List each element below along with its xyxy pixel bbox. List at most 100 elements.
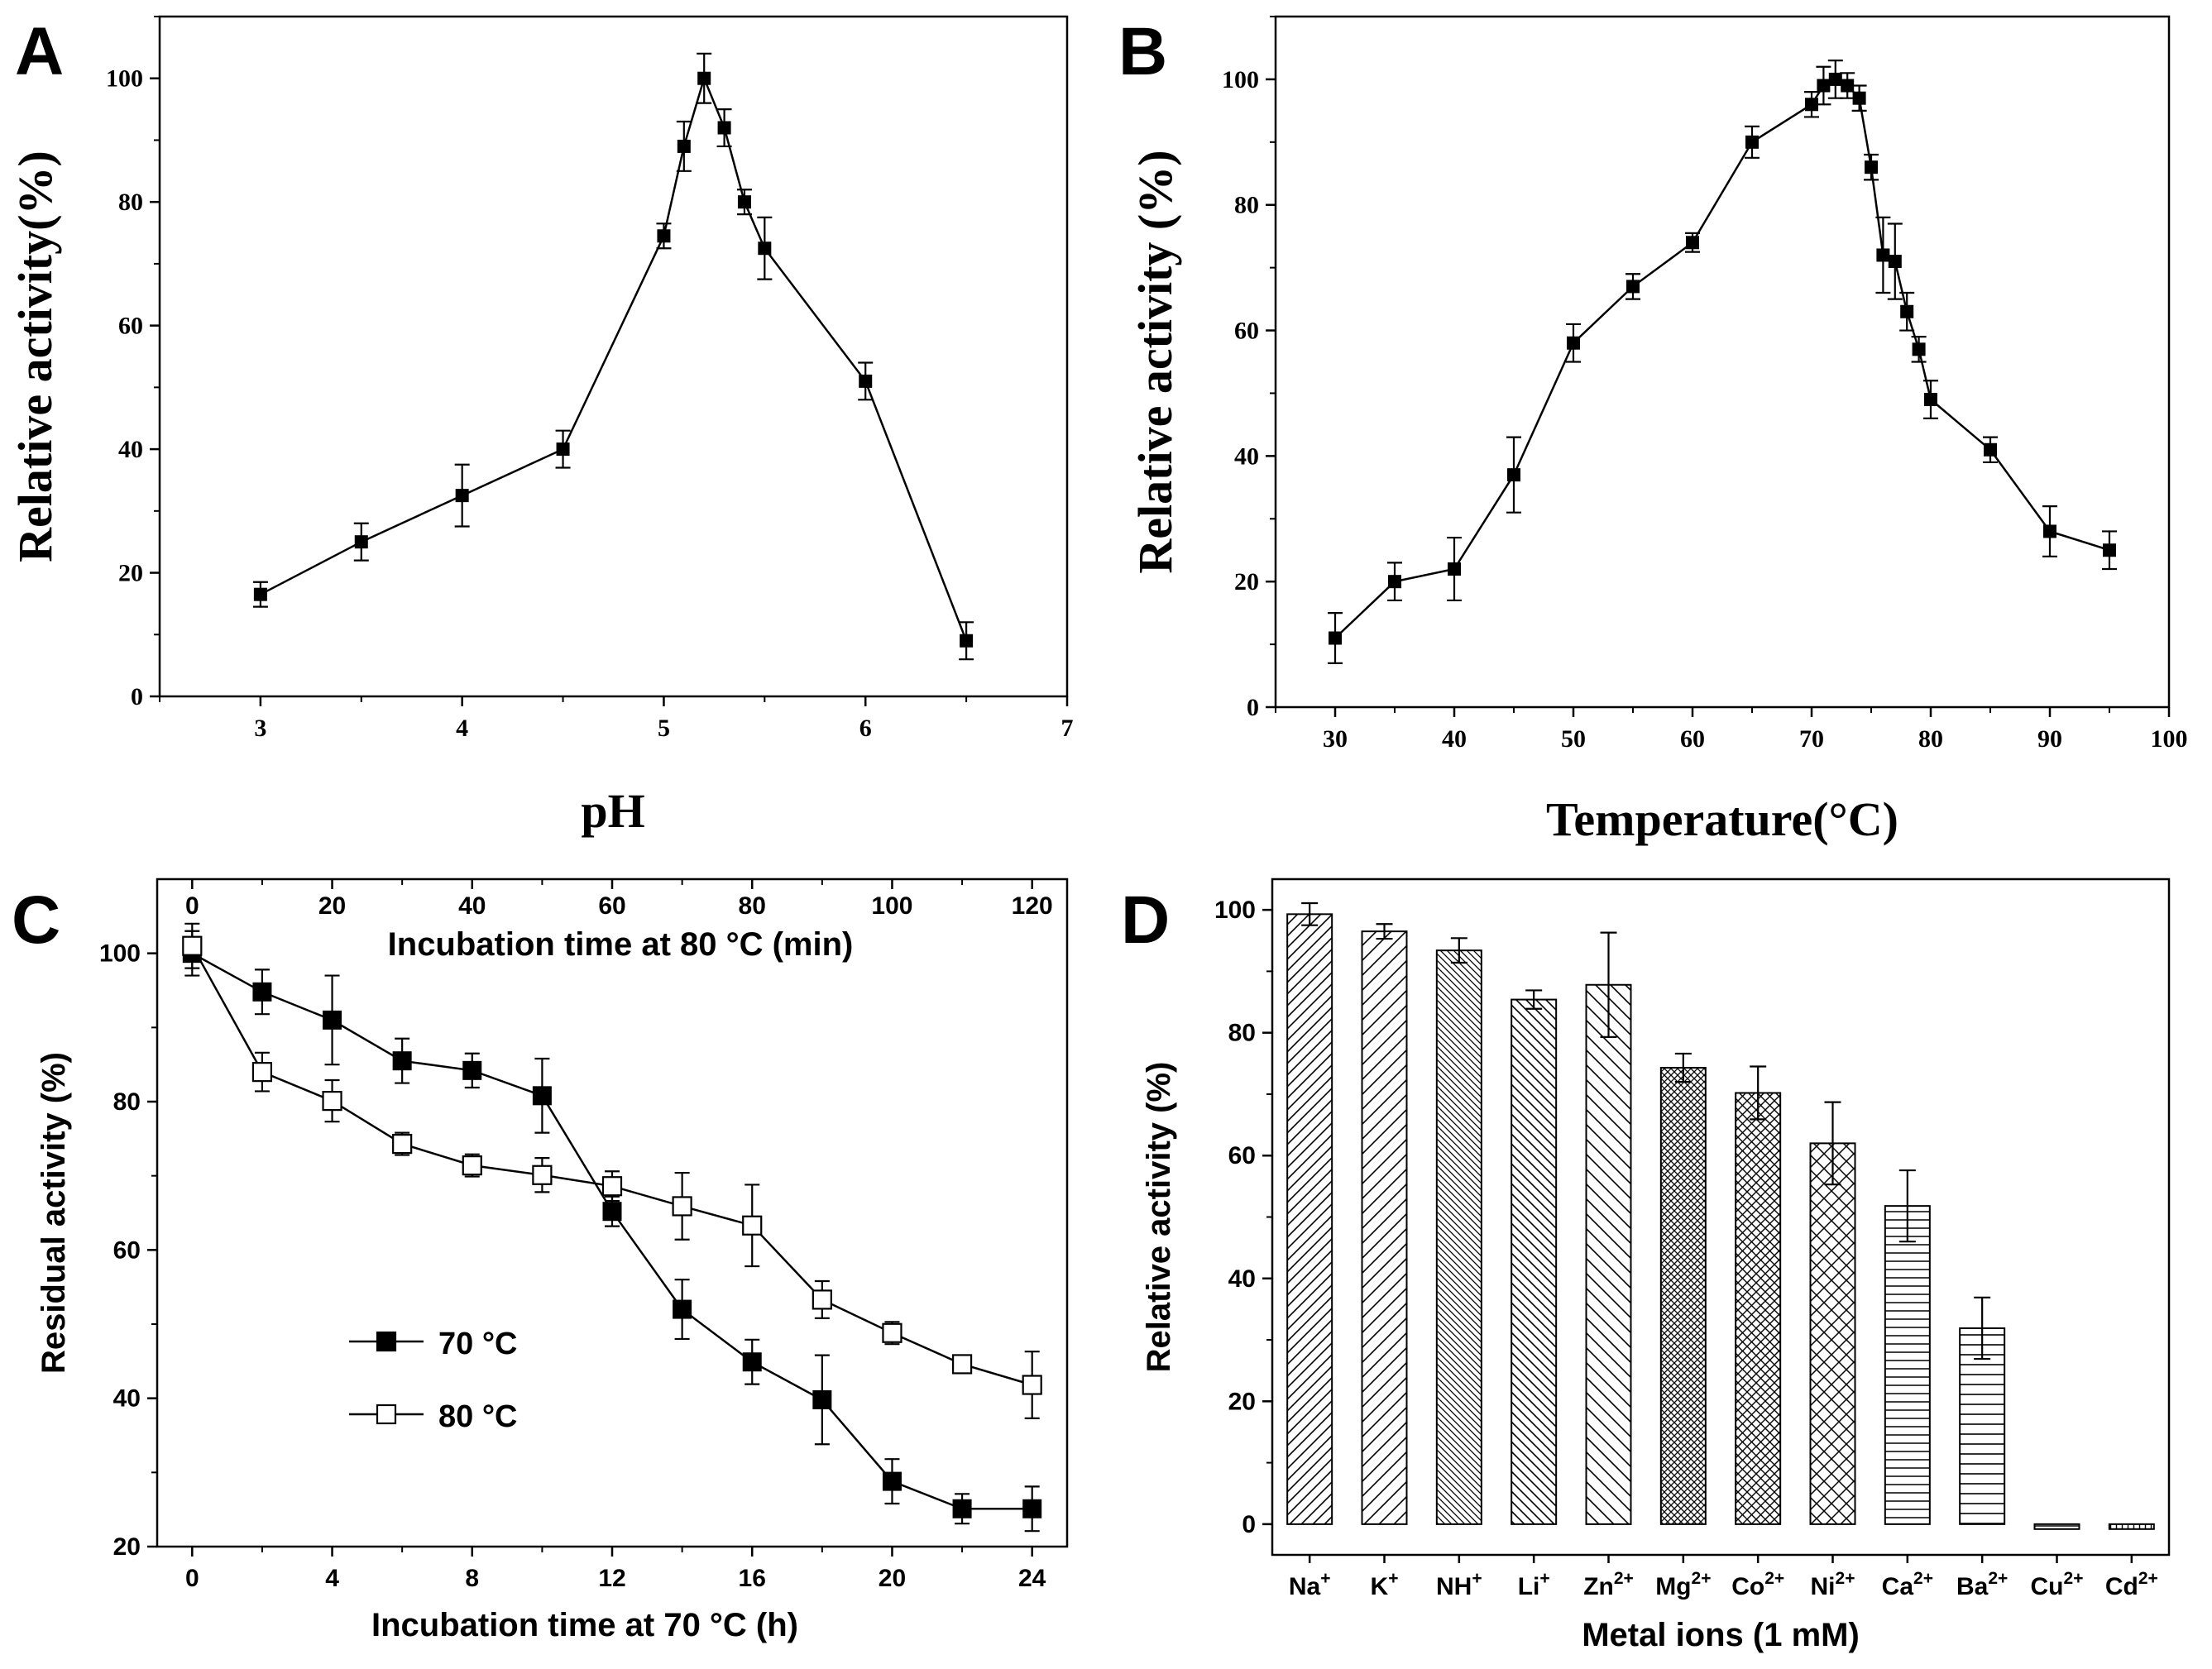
data-point bbox=[1900, 304, 1914, 318]
x-tick-label: 8 bbox=[465, 1565, 479, 1592]
data-point bbox=[1852, 91, 1866, 105]
ion-symbol: NH bbox=[1436, 1573, 1472, 1600]
error-bar bbox=[1974, 1296, 1991, 1361]
y-tick-label: 0 bbox=[131, 683, 143, 710]
y-tick-label: 0 bbox=[1242, 1511, 1256, 1538]
plot-frame bbox=[1274, 15, 2171, 709]
data-point bbox=[556, 442, 570, 457]
bar-group bbox=[2033, 1523, 2080, 1530]
x-tick-label: Cd2+ bbox=[2105, 1569, 2158, 1600]
error-bar bbox=[1376, 923, 1393, 940]
x-tick-label: Zn2+ bbox=[1583, 1569, 1634, 1600]
ion-charge: 2+ bbox=[1764, 1569, 1784, 1588]
x-tick-label: 20 bbox=[879, 1565, 906, 1592]
data-point bbox=[392, 1134, 413, 1155]
data-point bbox=[672, 1196, 692, 1217]
series-line bbox=[191, 952, 1032, 1510]
data-point bbox=[1828, 72, 1842, 86]
legend: 70 °C 80 °C bbox=[349, 1327, 517, 1434]
data-point bbox=[960, 634, 974, 648]
ion-symbol: K bbox=[1371, 1573, 1389, 1600]
panel-letter: B bbox=[1118, 14, 1167, 89]
ion-charge: 2+ bbox=[2064, 1569, 2084, 1588]
data-point bbox=[1686, 236, 1699, 250]
panel-A: 3 4 5 6 7 0 20 40 60 80 100 pH Relative activity(%) A bbox=[8, 14, 1074, 838]
bar bbox=[2033, 1523, 2080, 1530]
bar-group bbox=[1585, 931, 1632, 1525]
y-tick-label: 40 bbox=[118, 436, 143, 463]
y-tick-label: 60 bbox=[1234, 318, 1259, 345]
data-point bbox=[742, 1215, 763, 1236]
data-point bbox=[1805, 98, 1818, 112]
data-point bbox=[1876, 248, 1890, 262]
y-axis-label: Relative activity (%) bbox=[1141, 1062, 1177, 1373]
ion-charge: + bbox=[1320, 1569, 1330, 1588]
ion-charge: 2+ bbox=[1836, 1569, 1855, 1588]
x-tick-label: 5 bbox=[658, 715, 670, 742]
y-tick-label: 100 bbox=[1214, 897, 1256, 924]
ion-symbol: Cd bbox=[2105, 1573, 2138, 1600]
error-bar bbox=[1525, 989, 1543, 1010]
x-tick-label: 30 bbox=[1323, 725, 1348, 753]
y-tick-label: 80 bbox=[113, 1088, 141, 1116]
error-bar bbox=[1750, 1065, 1767, 1121]
data-point bbox=[2043, 524, 2056, 538]
series-0 bbox=[1328, 60, 2117, 664]
x2-tick-label: 40 bbox=[458, 892, 486, 920]
data-point bbox=[253, 587, 267, 601]
x-tick-label: 7 bbox=[1061, 715, 1074, 742]
bar bbox=[1435, 949, 1482, 1525]
panel-letter: A bbox=[15, 14, 64, 89]
bar bbox=[1884, 1205, 1931, 1525]
y-axis-label: Residual activity (%) bbox=[36, 1052, 72, 1374]
data-point bbox=[182, 935, 203, 956]
y-tick-label: 40 bbox=[113, 1385, 141, 1413]
data-point bbox=[812, 1389, 832, 1409]
data-point bbox=[952, 1499, 972, 1518]
x2-tick-label: 120 bbox=[1012, 892, 1053, 920]
ion-charge: + bbox=[1472, 1569, 1482, 1588]
panel-letter: D bbox=[1121, 882, 1170, 958]
ion-charge: 2+ bbox=[1913, 1569, 1933, 1588]
bar-group bbox=[1659, 1052, 1707, 1525]
x-tick-label: Ba2+ bbox=[1956, 1569, 2008, 1600]
bar bbox=[1585, 983, 1632, 1525]
series-0 bbox=[252, 52, 974, 661]
ion-symbol: Co bbox=[1731, 1573, 1764, 1600]
y-tick-label: 100 bbox=[106, 65, 143, 93]
data-point bbox=[462, 1060, 482, 1080]
legend-marker bbox=[376, 1404, 397, 1425]
data-point bbox=[392, 1051, 412, 1071]
x-axis-label: Temperature(°C) bbox=[1546, 792, 1898, 846]
y-tick-label: 40 bbox=[1234, 442, 1259, 470]
error-bar bbox=[1301, 901, 1319, 926]
data-point bbox=[951, 1354, 973, 1375]
x2-tick-label: 80 bbox=[739, 892, 766, 920]
x-tick-label: 40 bbox=[1442, 725, 1467, 753]
data-point bbox=[1984, 442, 1997, 457]
x-tick-label: Ni2+ bbox=[1811, 1569, 1855, 1600]
plot-frame bbox=[158, 15, 1069, 698]
x-tick-label: 90 bbox=[2037, 725, 2062, 753]
data-point bbox=[657, 229, 671, 243]
x-axis-label: pH bbox=[581, 784, 644, 838]
x-tick-label: 6 bbox=[859, 715, 872, 742]
x-tick-label: Na+ bbox=[1289, 1569, 1331, 1600]
bar-group bbox=[1959, 1296, 2006, 1525]
y-tick-label: 20 bbox=[118, 560, 143, 587]
y-tick-label: 20 bbox=[1228, 1388, 1256, 1415]
ion-symbol: Li bbox=[1518, 1573, 1540, 1600]
data-point bbox=[455, 489, 469, 503]
data-point bbox=[1022, 1499, 1042, 1518]
data-point bbox=[462, 1155, 482, 1176]
data-point bbox=[2103, 543, 2116, 557]
data-point bbox=[882, 1471, 902, 1491]
x-tick-label: Cu2+ bbox=[2031, 1569, 2084, 1600]
bar bbox=[1286, 913, 1333, 1525]
data-point bbox=[601, 1176, 623, 1197]
ion-charge: 2+ bbox=[1692, 1569, 1712, 1588]
series-line bbox=[1334, 78, 2110, 639]
error-bar bbox=[1824, 1101, 1841, 1186]
